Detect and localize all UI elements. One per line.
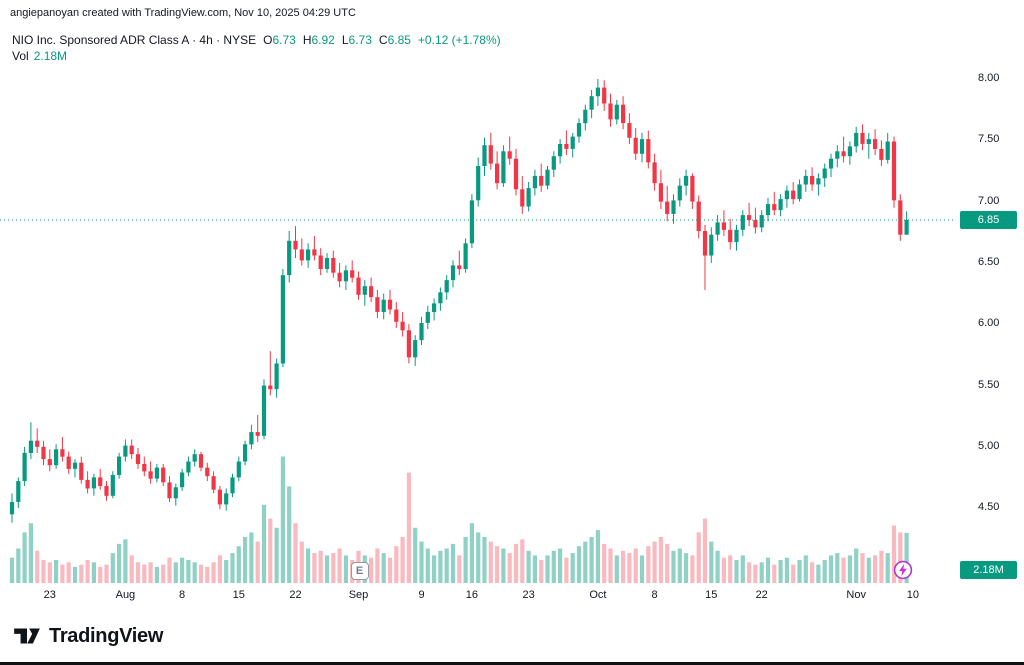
- ohlc-open: O6.73: [263, 33, 296, 47]
- volume-badge: 2.18M: [960, 561, 1017, 579]
- time-tick: Aug: [115, 589, 136, 601]
- time-tick: Oct: [589, 589, 607, 601]
- time-tick: Nov: [846, 589, 866, 601]
- time-tick: 15: [232, 589, 245, 601]
- symbol-title[interactable]: NIO Inc. Sponsored ADR Class A · 4h · NY…: [12, 33, 257, 47]
- time-tick: 22: [755, 589, 768, 601]
- ohlc-high: H6.92: [303, 33, 335, 47]
- symbol-legend: NIO Inc. Sponsored ADR Class A · 4h · NY…: [12, 33, 501, 47]
- ohlc-low: L6.73: [342, 33, 372, 47]
- low-label: L: [341, 33, 349, 47]
- time-axis[interactable]: 23 Aug 8 15 22 Sep 9 16 23 Oct 8 15 22 Nov 10: [0, 588, 1024, 604]
- chart-canvas[interactable]: [0, 0, 1024, 612]
- last-price-badge: 6.85: [960, 210, 1017, 229]
- earnings-icon[interactable]: E: [350, 562, 369, 580]
- price-change: +0.12 (+1.78%): [417, 33, 501, 47]
- tradingview-logo-icon: [14, 628, 40, 644]
- ohlc-close: C6.85: [379, 33, 411, 47]
- attribution-text: angiepanoyan created with TradingView.co…: [10, 7, 356, 19]
- high-value: 6.92: [311, 33, 335, 47]
- high-label: H: [302, 33, 312, 47]
- time-tick: 15: [705, 589, 718, 601]
- time-tick: 22: [289, 589, 302, 601]
- time-tick: 16: [465, 589, 479, 601]
- time-tick: 8: [651, 589, 658, 601]
- lightning-icon[interactable]: [893, 560, 913, 580]
- footer-logo[interactable]: TradingView: [12, 621, 163, 651]
- close-label: C: [378, 33, 388, 47]
- time-tick: 23: [43, 589, 56, 601]
- earnings-letter: E: [355, 565, 364, 577]
- time-tick: 10: [906, 589, 920, 601]
- time-tick: 8: [179, 589, 186, 601]
- close-value: 6.85: [387, 33, 411, 47]
- time-tick: 23: [522, 589, 535, 601]
- brand-name: TradingView: [49, 624, 164, 647]
- volume-label: Vol: [12, 49, 29, 63]
- volume-legend: Vol 2.18M: [12, 49, 67, 63]
- open-value: 6.73: [272, 33, 296, 47]
- open-label: O: [263, 33, 273, 47]
- time-tick: Sep: [348, 589, 369, 601]
- time-tick: 9: [418, 589, 425, 601]
- volume-value: 2.18M: [33, 49, 68, 63]
- low-value: 6.73: [348, 33, 372, 47]
